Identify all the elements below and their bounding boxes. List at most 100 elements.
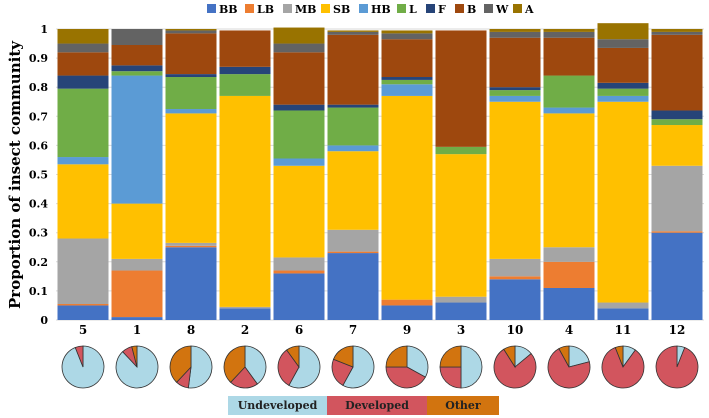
legend-label-mb: MB [295,3,316,16]
bar-segment-mb [111,258,163,271]
pie-site-1 [115,345,159,389]
y-tick-label: 0.7 [29,110,48,123]
bar-segment-bb [381,305,433,320]
bar-segment-b [651,34,703,111]
bar-segment-b [543,37,595,76]
bar-segment-l [111,71,163,76]
legend-label-bb: BB [219,3,238,16]
bar-segment-hb [273,158,325,166]
bar-segment-lb [543,261,595,288]
bar-segment-f [219,66,271,75]
bar-segment-f [273,104,325,111]
bar-segment-mb [543,247,595,262]
bar-segment-l [219,74,271,96]
x-tick-label: 1 [133,323,141,337]
legend-swatch-b [455,4,464,13]
bar-segment-bb [489,279,541,320]
bar-segment-w [543,31,595,38]
y-axis-label: Proportion of insect community [6,40,24,309]
bar-segment-w [489,31,541,38]
x-tick-label: 10 [507,323,524,337]
bar-segment-lb [111,270,163,318]
bar-segment-bb [111,317,163,320]
legend-undeveloped: Undeveloped [228,396,327,415]
pie-site-9 [385,345,429,389]
bar-segment-lb [651,231,703,233]
pie-slice-other [169,345,192,383]
pie-slice-undeveloped [460,345,483,389]
legend-swatch-mb [283,4,292,13]
pie-slice-developed [277,349,300,386]
bar-segment-mb [327,229,379,252]
bar-segment-w [327,31,379,35]
pie-slice-undeveloped [187,345,213,389]
pie-site-4 [547,345,591,389]
legend-label-lb: LB [257,3,274,16]
bar-segment-sb [165,113,217,243]
bar-segment-a [597,23,649,40]
bar-segment-a [273,27,325,44]
x-tick-label: 4 [565,323,573,337]
pie-slice-developed [385,366,426,389]
bar-segment-lb [381,299,433,306]
pie-slice-developed [547,348,591,389]
bar-segment-f [651,110,703,120]
bar-segment-b [435,30,487,147]
bar-segment-b [381,39,433,78]
x-tick-label: 6 [295,323,303,337]
pie-slice-other [558,345,570,368]
bar-segment-bb [651,232,703,320]
bar-segment-a [57,29,109,44]
bar-segment-b [489,37,541,88]
legend-label-sb: SB [333,3,350,16]
gridlines [56,28,704,321]
y-tick-label: 0.4 [29,198,48,211]
bar-segment-mb [489,258,541,277]
bar-segment-lb [57,303,109,306]
pie-site-3 [439,345,483,389]
bar-segment-lb [327,251,379,254]
bar-segment-w [381,33,433,40]
pie-site-8 [169,345,213,389]
pie-site-5 [61,345,105,389]
bar-segment-f [381,77,433,80]
pie-site-6 [277,345,321,389]
pie-site-12 [655,345,699,389]
pie-slice-developed [655,345,699,389]
bar-segment-l [651,119,703,126]
bar-segment-b [273,52,325,105]
y-tick-label: 0.1 [29,285,48,298]
x-tick-label: 7 [349,323,357,337]
pie-slice-other [286,345,300,369]
x-tick-label: 3 [457,323,465,337]
pie-slice-developed [493,348,537,389]
x-tick-label: 5 [79,323,87,337]
y-tick-label: 0.5 [29,169,48,182]
bar-segment-bb [597,308,649,320]
bar-segment-b [597,47,649,83]
pie-slice-other [503,345,516,369]
pie-site-7 [331,345,375,389]
pie-slice-developed [439,366,462,389]
bar-segment-hb [57,157,109,165]
pie-slice-undeveloped [342,345,375,389]
pie-slice-other [223,345,246,383]
bar-segment-f [489,87,541,91]
pie-slice-other [131,345,138,368]
bar-segment-mb [57,238,109,304]
y-tick-label: 0 [40,314,48,327]
pie-site-11 [601,345,645,389]
bar-segment-sb [543,113,595,248]
bar-segment-bb [543,287,595,320]
legend-other: Other [427,396,499,415]
legend-swatch-lb [245,4,254,13]
land-use-legend: Undeveloped Developed Other [228,396,499,415]
legend-swatch-w [484,4,493,13]
pie-slice-other [614,345,624,368]
legend-swatch-sb [321,4,330,13]
bar-segment-lb [273,270,325,274]
bar-segment-bb [219,308,271,320]
bar-segment-w [273,43,325,53]
chart-legend: BB LB MB SB HB L F B W A [207,3,534,16]
bar-segment-w [57,43,109,53]
